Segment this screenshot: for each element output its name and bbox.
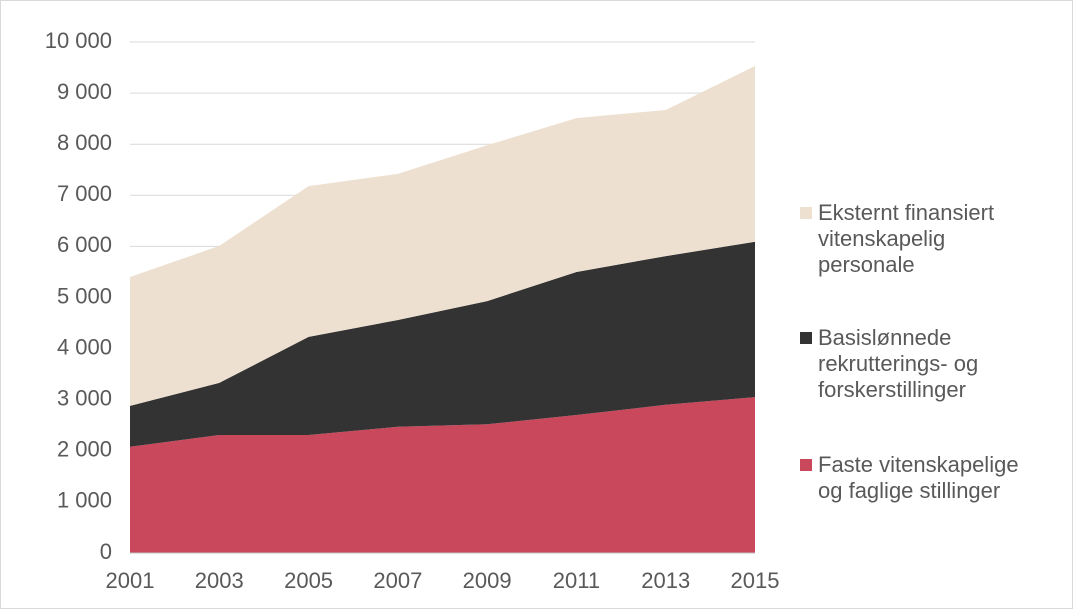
x-tick-label: 2015 bbox=[731, 568, 780, 593]
x-tick-label: 2007 bbox=[373, 568, 422, 593]
legend-label: Basislønnede rekrutterings- og forskerst… bbox=[818, 325, 979, 402]
legend-item: Basislønnede rekrutterings- og forskerst… bbox=[800, 325, 1050, 403]
x-tick-label: 2013 bbox=[641, 568, 690, 593]
area bbox=[130, 66, 755, 406]
legend-swatch bbox=[800, 207, 812, 219]
area bbox=[130, 397, 755, 553]
y-tick-label: 0 bbox=[100, 539, 112, 564]
x-tick-label: 2003 bbox=[195, 568, 244, 593]
x-tick-label: 2001 bbox=[106, 568, 155, 593]
legend-item: Faste vitenskapelige og faglige stilling… bbox=[800, 452, 1050, 504]
legend-swatch bbox=[800, 332, 812, 344]
y-tick-label: 8 000 bbox=[57, 130, 112, 155]
y-tick-label: 6 000 bbox=[57, 232, 112, 257]
y-tick-label: 7 000 bbox=[57, 181, 112, 206]
y-tick-label: 10 000 bbox=[45, 28, 112, 53]
y-tick-label: 9 000 bbox=[57, 79, 112, 104]
x-tick-label: 2005 bbox=[284, 568, 333, 593]
x-tick-label: 2011 bbox=[553, 568, 600, 593]
y-tick-label: 3 000 bbox=[57, 386, 112, 411]
y-tick-label: 2 000 bbox=[57, 437, 112, 462]
y-tick-label: 5 000 bbox=[57, 283, 112, 308]
y-tick-label: 1 000 bbox=[57, 488, 112, 513]
y-tick-label: 4 000 bbox=[57, 334, 112, 359]
legend-item: Eksternt finansiert vitenskapelig person… bbox=[800, 200, 1050, 278]
x-tick-label: 2009 bbox=[463, 568, 512, 593]
legend-label: Faste vitenskapelige og faglige stilling… bbox=[818, 452, 1019, 503]
legend-swatch bbox=[800, 459, 812, 471]
legend-label: Eksternt finansiert vitenskapelig person… bbox=[818, 200, 995, 277]
area bbox=[130, 241, 755, 447]
